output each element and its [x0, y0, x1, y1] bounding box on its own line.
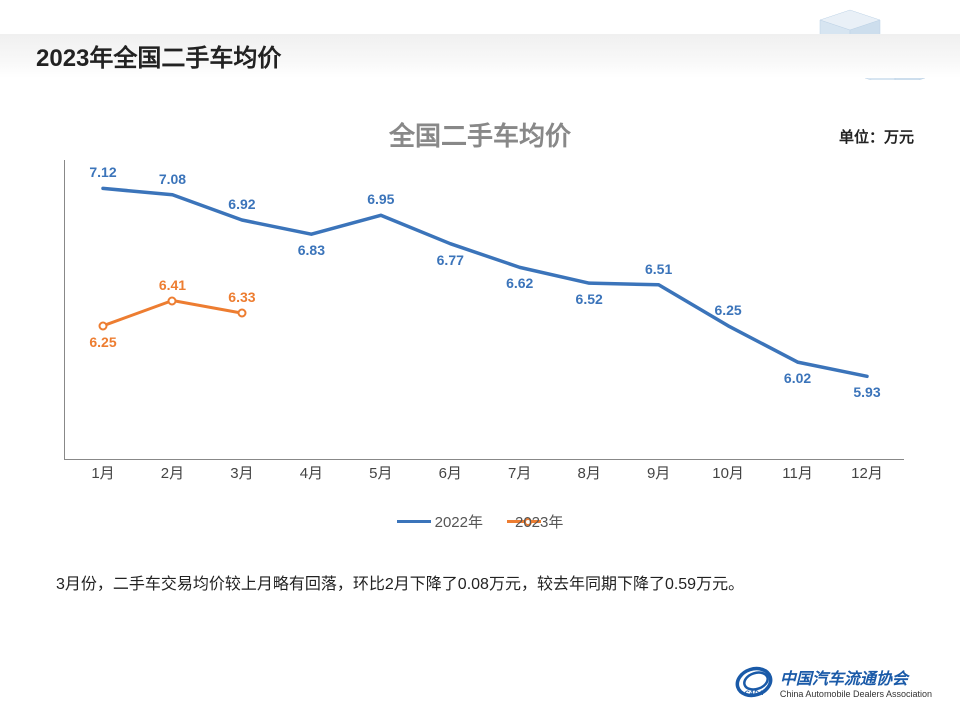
x-tick: 10月: [712, 462, 744, 483]
svg-text:CADA: CADA: [745, 690, 764, 697]
x-tick: 7月: [508, 462, 531, 483]
cada-logo-icon: CADA: [734, 664, 774, 700]
legend-item: 2022年: [397, 511, 483, 532]
legend-label: 2023年: [515, 511, 563, 532]
footer-org-cn: 中国汽车流通协会: [780, 665, 932, 689]
legend-label: 2022年: [435, 511, 483, 532]
caption-text: 3月份，二手车交易均价较上月略有回落，环比2月下降了0.08万元，较去年同期下降…: [56, 572, 920, 598]
page-title: 2023年全国二手车均价: [36, 38, 281, 73]
data-label: 6.62: [506, 275, 533, 291]
data-label: 7.08: [159, 171, 186, 187]
legend-item: 2023年: [507, 511, 563, 532]
data-label: 6.41: [159, 277, 186, 293]
chart-title: 全国二手车均价: [0, 116, 960, 153]
x-tick: 5月: [369, 462, 392, 483]
x-tick: 2月: [161, 462, 184, 483]
data-label: 6.33: [228, 289, 255, 305]
plot-svg: [65, 160, 905, 460]
x-tick: 9月: [647, 462, 670, 483]
data-label: 7.12: [89, 164, 116, 180]
footer-logo: CADA 中国汽车流通协会 China Automobile Dealers A…: [734, 664, 932, 700]
unit-label: 单位：万元: [839, 126, 914, 147]
data-label: 6.83: [298, 242, 325, 258]
data-marker: [237, 309, 246, 318]
data-label: 6.51: [645, 261, 672, 277]
x-tick: 6月: [439, 462, 462, 483]
data-label: 6.52: [576, 291, 603, 307]
legend: 2022年 2023年: [0, 510, 960, 532]
data-label: 5.93: [853, 384, 880, 400]
x-tick: 12月: [851, 462, 883, 483]
x-tick: 4月: [300, 462, 323, 483]
x-tick: 1月: [91, 462, 114, 483]
data-label: 6.95: [367, 191, 394, 207]
x-tick: 11月: [782, 462, 813, 483]
x-tick: 3月: [230, 462, 253, 483]
data-label: 6.77: [437, 252, 464, 268]
data-label: 6.25: [714, 302, 741, 318]
data-label: 6.02: [784, 370, 811, 386]
data-label: 6.92: [228, 196, 255, 212]
x-tick: 8月: [578, 462, 601, 483]
data-marker: [99, 321, 108, 330]
plot-region: 1月2月3月4月5月6月7月8月9月10月11月12月7.127.086.926…: [64, 160, 904, 460]
data-marker: [168, 296, 177, 305]
series-line: [103, 188, 867, 376]
data-label: 6.25: [89, 334, 116, 350]
chart-area: 1月 2月 3月 4月 5月 6月 7月 8月 9月 10月 11月 12月 7.12 7.08 6.92 6…: [64, 160, 904, 500]
footer-org-en: China Automobile Dealers Association: [780, 689, 932, 699]
